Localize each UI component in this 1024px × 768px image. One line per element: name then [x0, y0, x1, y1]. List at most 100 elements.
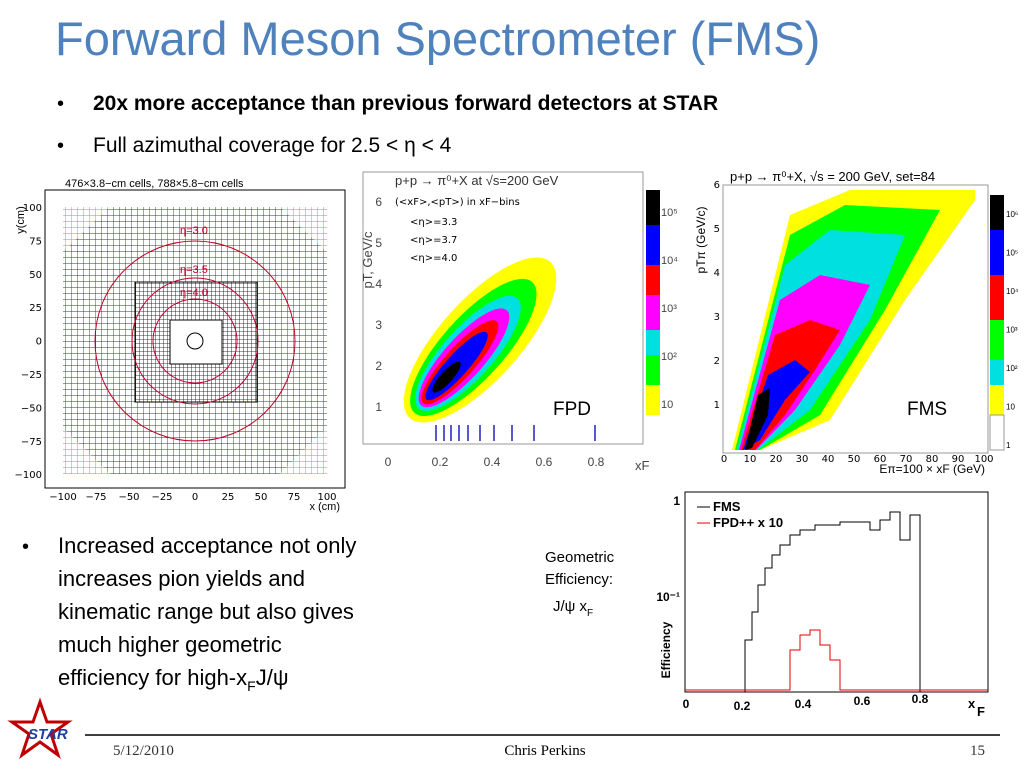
plot-label: FMS [907, 399, 947, 420]
bullet-dot: • [22, 536, 29, 558]
y-tick-label: 0 [36, 337, 42, 348]
ring-label: η=3.0 [180, 225, 208, 237]
x-label: x (cm) [309, 501, 340, 513]
plot-title: p+p → π⁰+X, √s = 200 GeV, set=84 [730, 169, 935, 184]
bullet-line: kinematic range but also gives [58, 599, 354, 624]
geo-line: Geometric [545, 549, 615, 566]
y-tick-label: 3 [375, 318, 382, 332]
x-tick-label: 60 [874, 454, 887, 465]
efficiency-plot [684, 491, 989, 693]
plot-title: 476×3.8−cm cells, 788×5.8−cm cells [65, 178, 244, 190]
x-label: xF [635, 458, 650, 473]
x-tick-label: 25 [222, 492, 235, 503]
legend-entry: (<xF>,<pT>) in xF−bins [395, 197, 520, 208]
color-scale [646, 295, 660, 330]
y-tick-label: 10⁻¹ [656, 590, 680, 604]
x-label: Eπ=100 × xF (GeV) [879, 462, 985, 476]
bullet-dot: • [57, 135, 64, 157]
x-tick-label: 70 [900, 454, 913, 465]
x-tick-label: 0 [385, 455, 392, 469]
x-tick-label: 20 [770, 454, 783, 465]
x-tick-label: 0.2 [734, 699, 751, 713]
x-tick-label: 90 [952, 454, 965, 465]
color-scale [990, 320, 1004, 360]
footer-date: 5/12/2010 [113, 743, 174, 759]
x-tick-label: 0 [192, 492, 198, 503]
color-scale [646, 265, 660, 295]
fpd-plot [362, 171, 660, 445]
color-scale [646, 385, 660, 415]
bullet-tail: J/ψ [256, 665, 289, 690]
x-tick-label: 0.4 [795, 697, 812, 711]
y-tick-label: 5 [714, 224, 720, 235]
z-tick-label: 10³ [1006, 326, 1018, 335]
footer-page: 15 [970, 743, 985, 759]
bullet-line: efficiency for high-x [58, 665, 247, 690]
fpd-texts: p+p → π⁰+X at √s=200 GeV (<xF>,<pT>) in x… [360, 173, 678, 473]
band [432, 361, 461, 393]
y-label: pT, GeV/c [360, 231, 375, 289]
color-scale [990, 385, 1004, 415]
band [745, 388, 770, 450]
color-scale [646, 190, 660, 225]
x-tick-label: 100 [317, 492, 336, 503]
title: Forward Meson Spectrometer (FMS) [55, 12, 820, 65]
x-tick-label: 0 [683, 697, 690, 711]
z-tick-label: 10³ [661, 303, 677, 315]
bullet-bottom: Increased acceptance not only increases p… [58, 533, 356, 694]
beam-pipe [186, 332, 204, 350]
x-tick-label: 50 [255, 492, 268, 503]
x-tick-label: 0 [721, 454, 727, 465]
hole [169, 319, 223, 365]
x-tick-label: 50 [848, 454, 861, 465]
x-tick-label: 75 [288, 492, 301, 503]
logo-star [7, 697, 73, 759]
y-tick-label: 100 [23, 203, 42, 214]
y-tick-label: 5 [375, 236, 382, 250]
x-tick-label: −100 [49, 492, 76, 503]
color-scale [646, 330, 660, 355]
logo: STAR [28, 726, 68, 743]
y-tick-label: 25 [29, 303, 42, 314]
ring-label: η=3.5 [180, 264, 208, 276]
bullet: Full azimuthal coverage for 2.5 < η < 4 [93, 134, 452, 157]
ring [94, 240, 296, 442]
ring [152, 298, 238, 384]
legend-entry: FPD++ x 10 [713, 515, 783, 530]
y-tick-label: 4 [375, 277, 382, 291]
subscript: F [587, 608, 593, 619]
legend-entry: FMS [713, 499, 741, 514]
y-label: pTπ (GeV/c) [694, 207, 708, 274]
color-scale [646, 355, 660, 385]
color-scale [990, 275, 1004, 320]
x-tick-label: 30 [796, 454, 809, 465]
z-tick-label: 10² [1006, 364, 1018, 373]
z-tick-label: 10⁵ [1006, 249, 1018, 258]
detector-plot: 476×3.8−cm cells, 788×5.8−cm cells y(cm) x… [15, 178, 346, 513]
y-tick-label: −100 [15, 470, 42, 481]
color-scale [990, 230, 1004, 275]
y-tick-label: 6 [375, 195, 382, 209]
y-tick-label: −50 [21, 403, 42, 414]
x-tick-label: −25 [151, 492, 172, 503]
color-scale [990, 360, 1004, 385]
legend-entry: <η>=4.0 [410, 253, 457, 264]
bullet-dot: • [57, 93, 64, 115]
y-tick-label: 4 [714, 268, 720, 279]
bullet-line: Increased acceptance not only [58, 533, 356, 558]
z-tick-label: 10⁴ [1006, 287, 1019, 296]
legend-entry: <η>=3.3 [410, 217, 457, 228]
z-tick-label: 1 [1006, 441, 1011, 450]
footer-author: Chris Perkins [504, 743, 585, 759]
plot-title: p+p → π⁰+X at √s=200 GeV [395, 173, 559, 188]
y-tick-label: 2 [714, 356, 720, 367]
x-tick-label: 40 [822, 454, 835, 465]
fpd-curve [685, 629, 988, 691]
subscript: F [247, 678, 256, 694]
y-label: y(cm) [15, 206, 27, 234]
y-tick-label: 6 [714, 180, 720, 191]
color-scale [989, 414, 1005, 451]
y-tick-label: 1 [673, 494, 680, 508]
geo-jpsi: J/ψ x [553, 598, 588, 615]
